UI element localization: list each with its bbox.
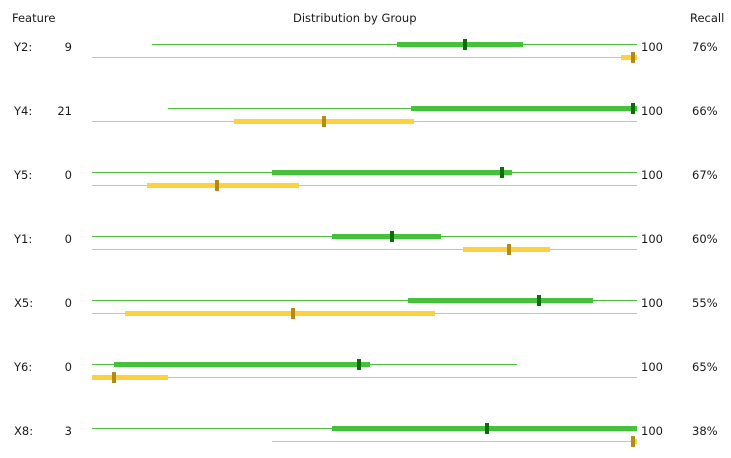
yellow-range-line (271, 440, 637, 442)
max-value: 100 (641, 104, 663, 118)
feature-label: Y4: (14, 104, 33, 118)
green-iqr-bar (331, 233, 441, 239)
max-value: 100 (641, 296, 663, 310)
yellow-iqr-bar (92, 374, 169, 380)
green-range-line (151, 43, 637, 45)
recall-value: 67% (692, 168, 718, 182)
green-median-tick (389, 230, 394, 242)
feature-column-header[interactable]: Feature (12, 11, 56, 25)
recall-column-header[interactable]: Recall (690, 11, 725, 25)
count-value: 0 (64, 232, 72, 246)
green-median-tick (631, 102, 635, 114)
feature-label: Y2: (14, 40, 33, 54)
yellow-iqr-bar (462, 246, 550, 252)
max-value: 100 (641, 424, 663, 438)
yellow-iqr-bar (146, 182, 300, 188)
yellow-range-line (92, 184, 637, 186)
yellow-range-line (92, 56, 637, 58)
count-value: 21 (57, 104, 72, 118)
yellow-median-tick (111, 371, 116, 383)
green-median-tick (463, 38, 468, 50)
green-iqr-bar (397, 41, 523, 47)
yellow-range-line (92, 376, 637, 378)
feature-label: Y1: (14, 232, 33, 246)
green-median-tick (499, 166, 504, 178)
recall-value: 60% (692, 232, 718, 246)
recall-value: 66% (692, 104, 718, 118)
feature-label: Y6: (14, 360, 33, 374)
yellow-median-tick (631, 435, 635, 447)
green-iqr-bar (331, 425, 637, 431)
green-iqr-bar (410, 105, 637, 111)
yellow-median-tick (215, 179, 220, 191)
count-value: 0 (64, 360, 72, 374)
yellow-median-tick (321, 115, 326, 127)
green-median-tick (536, 294, 541, 306)
distribution-column-header[interactable]: Distribution by Group (293, 11, 417, 25)
count-value: 0 (64, 168, 72, 182)
green-median-tick (357, 358, 362, 370)
green-range-line (92, 299, 637, 301)
count-value: 9 (64, 40, 72, 54)
recall-value: 65% (692, 360, 718, 374)
yellow-iqr-bar (620, 54, 637, 60)
green-iqr-bar (408, 297, 594, 303)
yellow-range-line (92, 248, 637, 250)
max-value: 100 (641, 360, 663, 374)
count-value: 0 (64, 296, 72, 310)
feature-label: X5: (14, 296, 34, 310)
yellow-median-tick (290, 307, 295, 319)
yellow-iqr-bar (124, 310, 436, 316)
green-iqr-bar (271, 169, 512, 175)
green-iqr-bar (113, 361, 370, 367)
green-median-tick (485, 422, 490, 434)
count-value: 3 (64, 424, 72, 438)
yellow-median-tick (506, 243, 511, 255)
feature-label: Y5: (14, 168, 33, 182)
recall-value: 55% (692, 296, 718, 310)
recall-value: 76% (692, 40, 718, 54)
max-value: 100 (641, 232, 663, 246)
yellow-median-tick (630, 51, 635, 63)
feature-label: X8: (14, 424, 34, 438)
green-range-line (168, 107, 637, 109)
max-value: 100 (641, 40, 663, 54)
recall-value: 38% (692, 424, 718, 438)
max-value: 100 (641, 168, 663, 182)
